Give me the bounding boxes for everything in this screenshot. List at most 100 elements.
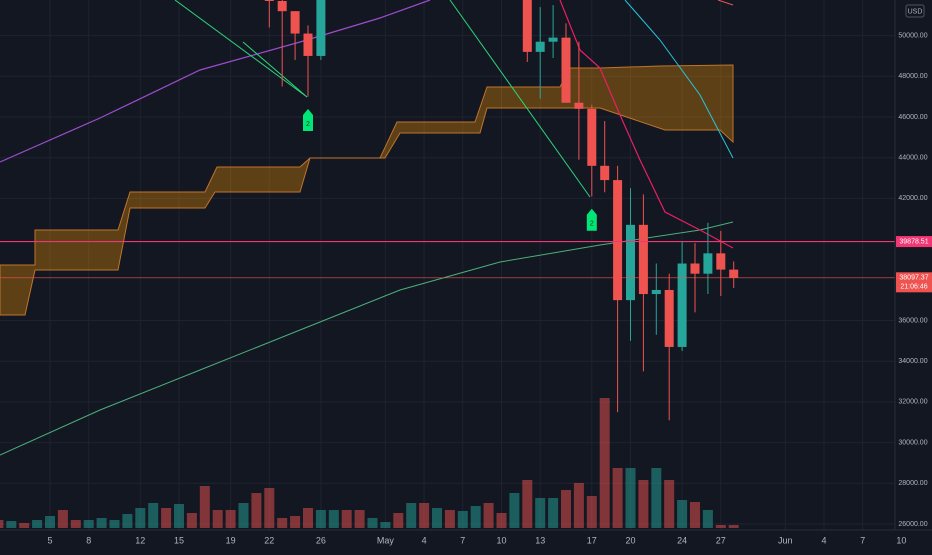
price-label: 39878.51 (899, 238, 928, 245)
indicators (0, 0, 734, 456)
trendline (449, 0, 591, 198)
volume-bar (32, 520, 43, 528)
volume-bar (174, 504, 184, 528)
volume-bar (638, 480, 649, 528)
volume-bar (483, 503, 494, 528)
volume-bar (728, 525, 739, 528)
candle-body (626, 224, 635, 301)
ma-pink (559, 0, 734, 249)
price-label-bg (896, 236, 932, 248)
candle-body (600, 165, 610, 181)
volume-bar (367, 518, 378, 528)
volume-bar (148, 503, 159, 528)
volume-bar (225, 510, 236, 528)
x-tick-label: 15 (174, 535, 184, 545)
ichimoku-cloud (0, 64, 734, 316)
volume-bar (341, 510, 352, 528)
x-tick-label: 4 (821, 535, 826, 545)
candle-body (522, 0, 532, 52)
candle-body (548, 37, 558, 42)
x-tick-label: 13 (535, 535, 545, 545)
y-tick-label: 42000.00 (898, 195, 927, 202)
volume-bar (432, 508, 442, 528)
price-label: 38097.37 (899, 275, 928, 282)
volume-bar (380, 522, 391, 528)
currency: USD (908, 8, 923, 15)
trendline (717, 0, 734, 6)
candle-body (587, 108, 597, 166)
y-tick-label: 50000.00 (898, 32, 927, 39)
candle-body (290, 11, 300, 34)
volume-bar (277, 518, 288, 528)
volume-bar (599, 398, 610, 528)
volume-bar (522, 480, 533, 528)
x-tick-label: May (377, 535, 395, 545)
signal-label: 2 (306, 121, 310, 128)
signal-marker (586, 208, 597, 231)
candle-body (664, 289, 674, 347)
candle-body (561, 37, 571, 103)
y-tick-label: 30000.00 (898, 439, 927, 446)
x-tick-label: 12 (135, 535, 145, 545)
volume-bar (496, 513, 507, 528)
x-tick-label: 4 (422, 535, 427, 545)
volume-bar (651, 468, 662, 528)
candle-body (690, 263, 700, 274)
signal-label: 2 (590, 221, 594, 228)
volume-bar (96, 518, 107, 528)
x-tick-label: Jun (778, 535, 793, 545)
volume-bar (122, 514, 133, 528)
volume-bar (19, 523, 30, 528)
price-label-bg (896, 272, 932, 293)
y-tick-label: 46000.00 (898, 114, 927, 121)
candle-body (535, 41, 545, 52)
volume-bar (548, 498, 559, 528)
volume-bar (664, 480, 675, 528)
candle-body (729, 269, 739, 278)
x-tick-label: 20 (625, 535, 635, 545)
candle-body (303, 33, 313, 56)
volume-bar (457, 511, 468, 528)
trendline (242, 41, 308, 98)
volume-bar (57, 510, 68, 528)
x-tick-label: 17 (587, 535, 597, 545)
candle-body (316, 0, 326, 56)
ma-green (0, 221, 734, 456)
candle-body (613, 180, 623, 301)
candle-body (716, 253, 726, 270)
candle-body (638, 224, 648, 295)
volume-bar (586, 496, 597, 528)
ma-purple (0, 0, 431, 163)
volume-bar (470, 506, 481, 528)
volume-bar (212, 510, 223, 528)
volume-bar (70, 520, 81, 528)
volume-bar (702, 510, 713, 528)
y-tick-label: 34000.00 (898, 358, 927, 365)
countdown-label: 21:06:46 (900, 284, 927, 291)
x-tick-label: 27 (716, 535, 726, 545)
x-tick-label: 22 (264, 535, 274, 545)
x-tick-label: 5 (47, 535, 52, 545)
volume-bar (290, 516, 301, 528)
candle-body (677, 263, 687, 347)
volume-bar (612, 468, 623, 528)
candle-body (651, 289, 661, 295)
x-tick-label: 10 (496, 535, 506, 545)
volume-bar (561, 490, 571, 528)
volume-bar (199, 486, 210, 528)
volume-bar (677, 500, 688, 528)
volume-bar (625, 468, 636, 528)
x-tick-label: 10 (896, 535, 906, 545)
volume-bar (535, 498, 546, 528)
volume-bar (303, 508, 313, 528)
volume-bar (573, 483, 584, 528)
volume-bar (186, 513, 197, 528)
y-tick-label: 28000.00 (898, 480, 927, 487)
x-tick-label: 8 (86, 535, 91, 545)
volume-bar (264, 488, 275, 528)
y-tick-label: 26000.00 (898, 521, 927, 528)
volume-bar (419, 503, 430, 528)
x-tick-label: 26 (316, 535, 326, 545)
candle-body (277, 0, 287, 12)
